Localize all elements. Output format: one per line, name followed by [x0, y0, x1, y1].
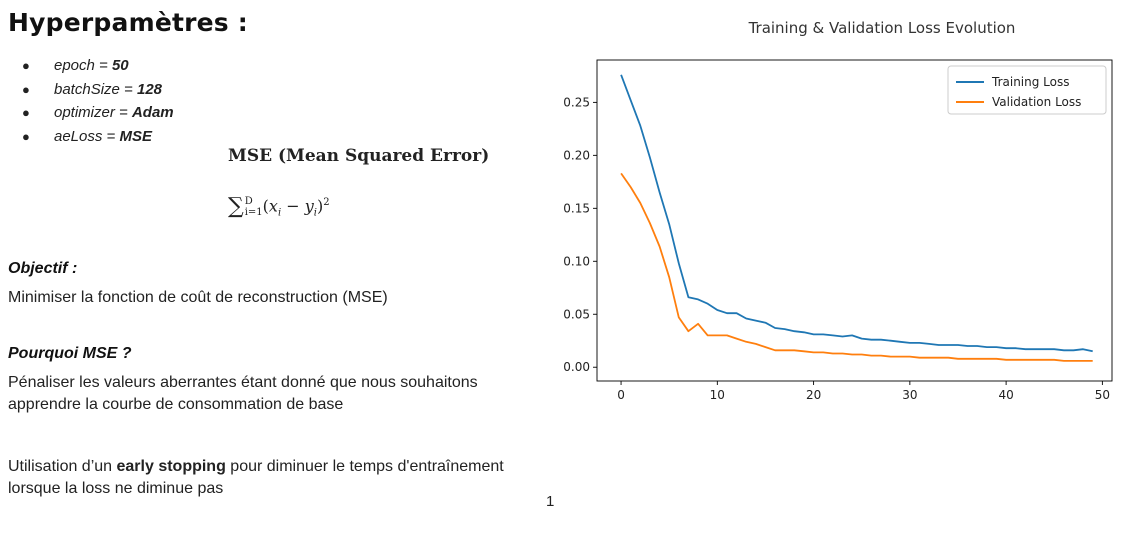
early-suffix: pour diminuer le temps d'entraînement lo…: [8, 458, 504, 497]
param-value: MSE: [119, 127, 152, 145]
pourquoi-heading: Pourquoi MSE ?: [8, 345, 132, 362]
hyperparameter-item: ● optimizer = Adam: [22, 101, 174, 125]
objectif-heading: Objectif :: [8, 260, 78, 277]
param-name: batchSize =: [54, 80, 133, 98]
early-stopping-text: Utilisation d’un early stopping pour dim…: [8, 456, 528, 500]
param-value: 50: [111, 57, 129, 75]
hyperparameter-item: ● epoch = 50: [22, 54, 174, 78]
legend-box: [947, 65, 1107, 115]
param-name: optimizer =: [54, 104, 128, 122]
x-tick-label: 20: [806, 388, 821, 402]
param-name: aeLoss =: [54, 127, 116, 145]
plot-area: 0 10 20 30 40 50 0.00 0.05 0.10 0.15 0.20 0.25 Train…: [563, 59, 1113, 402]
legend-label: Training Loss: [991, 75, 1069, 89]
hyperparameter-item: ● aeLoss = MSE: [22, 125, 174, 149]
x-tick-label: 10: [710, 388, 725, 402]
page-number: 1: [546, 493, 555, 510]
objectif-text: Minimiser la fonction de coût de reconst…: [8, 289, 388, 306]
bullet-icon: ●: [22, 58, 30, 74]
chart-title: Training & Validation Loss Evolution: [748, 19, 1016, 37]
y-tick-label: 0.15: [563, 201, 590, 215]
early-bold: early stopping: [116, 458, 226, 475]
series-line-validation: [620, 172, 1093, 362]
y-tick-label: 0.10: [563, 254, 590, 268]
mse-formula: ∑D i=1(xi − yi)2: [228, 194, 330, 219]
bullet-icon: ●: [22, 81, 30, 97]
bullet-icon: ●: [22, 105, 30, 121]
hyperparameter-item: ● batchSize = 128: [22, 78, 174, 102]
y-tick-label: 0.20: [563, 148, 590, 162]
legend-label: Validation Loss: [992, 95, 1081, 109]
loss-chart: Training & Validation Loss Evolution 0 10…: [563, 19, 1113, 402]
bullet-icon: ●: [22, 128, 30, 144]
mse-title: MSE (Mean Squared Error): [228, 146, 490, 166]
series-line-training: [620, 74, 1093, 353]
param-value: 128: [136, 80, 163, 98]
x-tick-label: 0: [617, 388, 625, 402]
x-tick-label: 50: [1095, 388, 1110, 402]
slide-title: Hyperpamètres :: [8, 8, 248, 37]
param-name: epoch =: [54, 57, 108, 75]
early-prefix: Utilisation d’un: [8, 458, 117, 475]
param-value: Adam: [131, 104, 174, 122]
axes-frame: [596, 59, 1113, 382]
y-tick-label: 0.25: [563, 95, 590, 109]
x-tick-label: 30: [902, 388, 917, 402]
y-tick-label: 0.00: [563, 360, 590, 374]
y-tick-label: 0.05: [563, 307, 590, 321]
x-tick-label: 40: [998, 388, 1013, 402]
pourquoi-text: Pénaliser les valeurs aberrantes étant d…: [8, 374, 478, 413]
hyperparameter-list: ● epoch = 50 ● batchSize = 128 ● optimiz…: [22, 54, 174, 148]
